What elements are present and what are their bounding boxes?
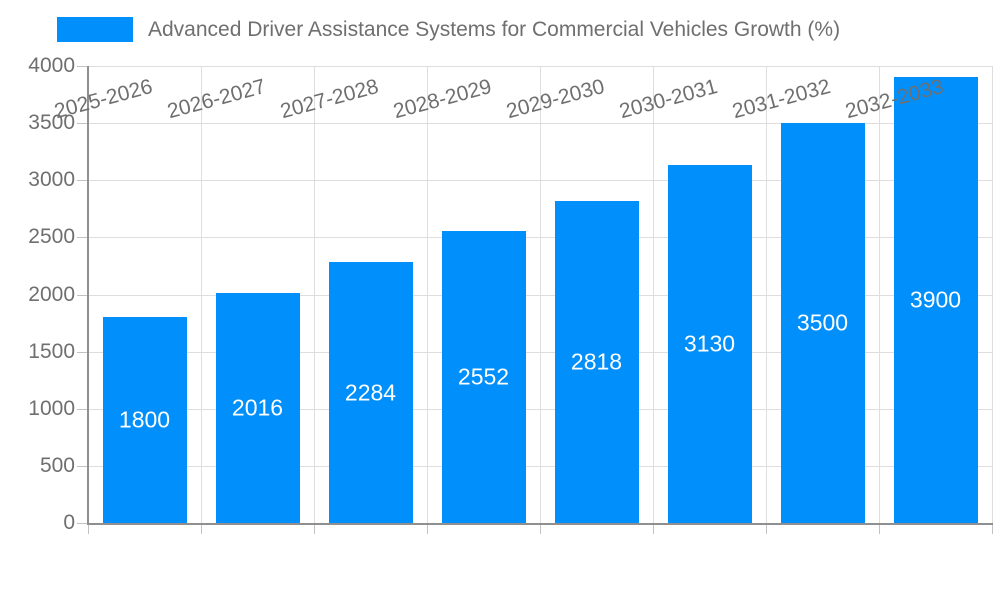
bar[interactable] [102,317,187,523]
x-gridline [201,66,202,523]
x-axis-tick [879,525,880,534]
y-axis-label: 4000 [28,54,75,77]
bar-value-label: 3130 [683,330,736,357]
bar[interactable] [215,292,300,523]
bar-value-label: 2818 [570,348,623,375]
x-gridline [992,66,993,523]
y-axis-label: 0 [63,511,75,534]
x-gridline [879,66,880,523]
x-axis-tick [766,525,767,534]
y-axis-label: 1000 [28,396,75,420]
y-axis-tick [77,523,87,524]
plot-area: 0 500 1000 1500 2000 2500 3000 3500 4000 1800 2025… [28,54,993,534]
y-axis-tick [77,180,87,182]
x-axis-tick [314,525,315,534]
y-axis-label: 2500 [28,225,75,249]
x-axis-tick [427,525,428,534]
bar-value-label: 2016 [231,394,284,421]
y-axis-label: 3000 [28,168,75,192]
bar-value-label: 2552 [457,363,510,390]
y-axis-tick [77,123,87,125]
y-axis-tick [77,351,87,353]
y-axis-label: 1500 [28,339,75,363]
bar[interactable] [667,165,752,523]
y-axis-tick [77,465,87,467]
x-gridline [653,66,654,523]
bar-value-label: 1800 [118,406,171,433]
x-axis-tick [653,525,654,534]
x-gridline [540,66,541,523]
x-gridline [766,66,767,523]
bar-value-label: 3900 [909,286,962,313]
bar[interactable] [441,231,526,523]
legend-swatch [57,17,133,42]
x-axis-tick [201,525,202,534]
bar[interactable] [893,77,978,523]
y-axis-label: 2000 [28,282,75,306]
y-axis-tick [77,408,87,410]
x-gridline [314,66,315,523]
legend-label: Advanced Driver Assistance Systems for C… [148,17,841,41]
bar[interactable] [554,201,639,523]
x-axis-tick [992,525,993,534]
y-axis-label: 3500 [28,111,75,135]
y-axis-line [87,66,89,523]
bar[interactable] [780,123,865,523]
x-axis-line [87,523,993,525]
x-axis-tick [88,525,89,534]
x-gridline [427,66,428,523]
legend-item[interactable]: Advanced Driver Assistance Systems for C… [57,17,840,42]
bar-value-label: 2284 [344,379,397,406]
x-axis-tick [540,525,541,534]
y-axis-tick [77,294,87,296]
bar-value-label: 3500 [796,309,849,336]
bar[interactable] [328,262,413,523]
y-axis-tick [77,237,87,239]
y-axis-label: 500 [39,453,75,477]
y-axis-tick [77,66,87,67]
